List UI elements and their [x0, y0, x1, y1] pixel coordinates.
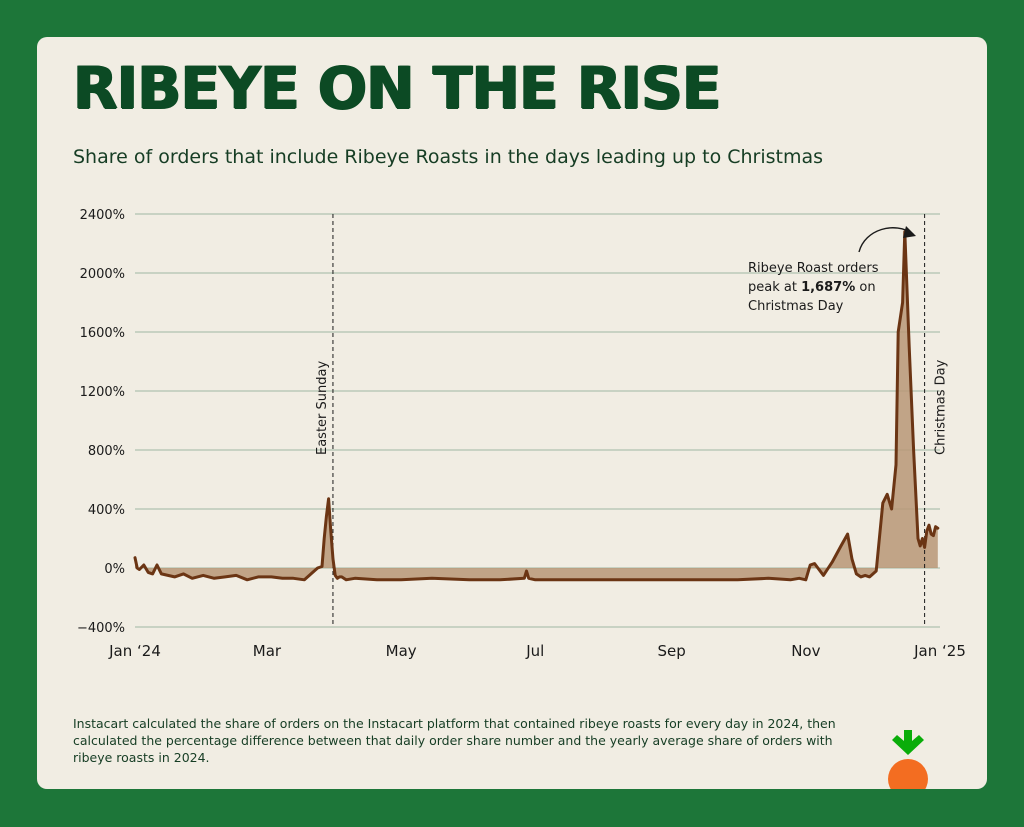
- carrot-root: [888, 759, 928, 789]
- x-tick-label: Jan ‘24: [108, 642, 161, 660]
- annotation-line-2b: on: [855, 280, 875, 295]
- carrot-leaves: [892, 730, 924, 755]
- chart-title: RIBEYE ON THE RISE: [73, 54, 721, 122]
- annotation-line-2a: peak at: [748, 280, 801, 295]
- x-tick-label: Mar: [253, 642, 282, 660]
- y-tick-label: 0%: [104, 562, 125, 577]
- annotation-line-2-bold: 1,687%: [801, 280, 855, 295]
- annotation-arrowhead: [903, 226, 916, 238]
- x-tick-label: Jul: [525, 642, 544, 660]
- annotation-line-2: peak at 1,687% on: [748, 280, 876, 295]
- y-tick-label: 800%: [88, 444, 125, 459]
- series-line: [133, 230, 940, 582]
- annotation-line-1: Ribeye Roast orders: [748, 261, 879, 276]
- chart-subtitle: Share of orders that include Ribeye Roas…: [73, 146, 824, 168]
- y-tick-label: −400%: [77, 621, 125, 636]
- y-tick-label: 400%: [88, 503, 125, 518]
- easter-sunday-label: Easter Sunday: [315, 361, 330, 455]
- peak-annotation: Ribeye Roast orders peak at 1,687% on Ch…: [748, 226, 916, 314]
- x-axis-ticks: Jan ‘24 Mar May Jul Sep Nov Jan ‘25: [108, 642, 966, 660]
- christmas-day-label: Christmas Day: [934, 359, 949, 455]
- infographic-card: RIBEYE ON THE RISE Share of orders that …: [37, 37, 987, 789]
- carrot-logo-icon: [888, 730, 928, 789]
- annotation-line-3: Christmas Day: [748, 299, 844, 314]
- y-axis-ticks: 2400% 2000% 1600% 1200% 800% 400% 0% −400%: [77, 208, 125, 636]
- x-tick-label: May: [386, 642, 417, 660]
- y-tick-label: 1600%: [80, 326, 125, 341]
- y-tick-label: 2000%: [80, 267, 125, 282]
- methodology-footnote: Instacart calculated the share of orders…: [73, 716, 836, 765]
- x-tick-label: Sep: [658, 642, 686, 660]
- line-chart: 2400% 2000% 1600% 1200% 800% 400% 0% −400% Jan …: [77, 208, 966, 660]
- series-path: [133, 230, 940, 582]
- x-tick-label: Nov: [791, 642, 820, 660]
- y-tick-label: 2400%: [80, 208, 125, 223]
- y-tick-label: 1200%: [80, 385, 125, 400]
- x-tick-label: Jan ‘25: [913, 642, 966, 660]
